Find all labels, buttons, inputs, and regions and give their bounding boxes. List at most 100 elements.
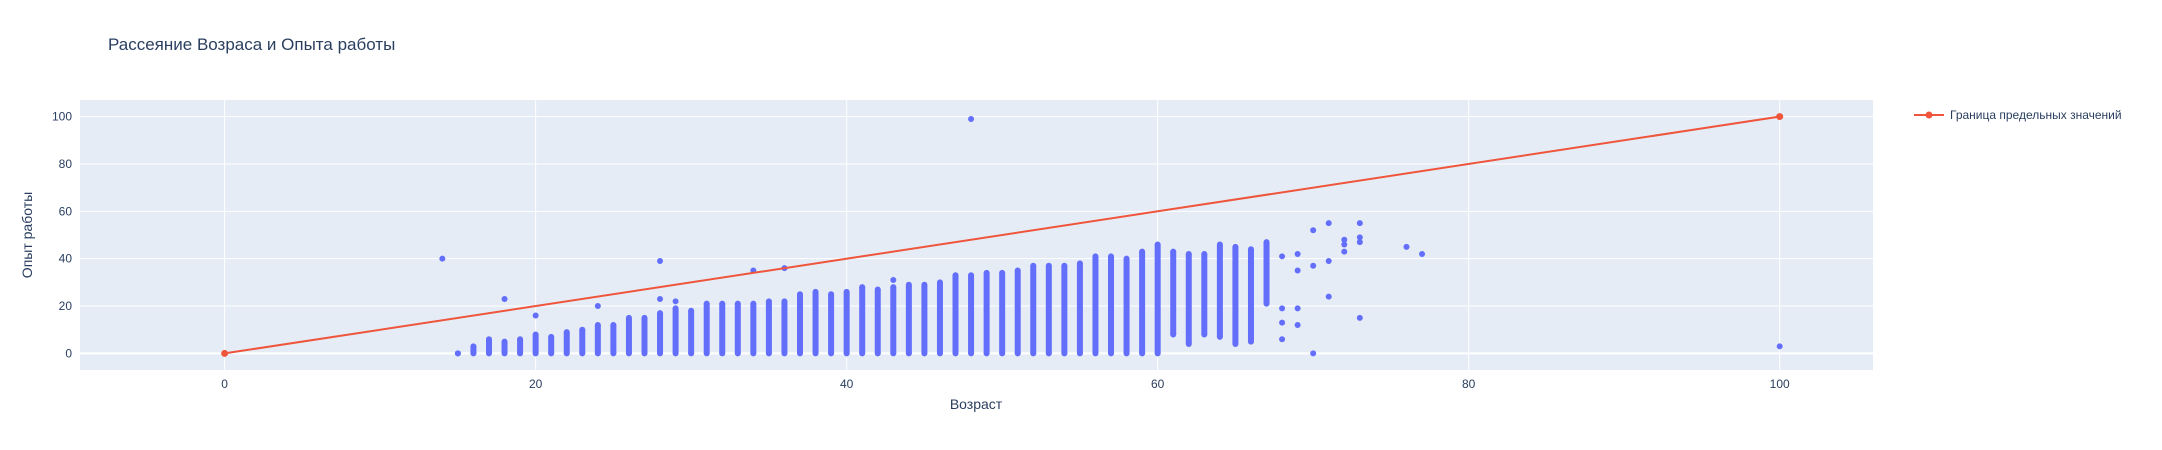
scatter-point [1403, 243, 1410, 250]
legend[interactable]: Граница предельных значений [1914, 108, 2122, 122]
scatter-point [843, 350, 850, 357]
scatter-point [439, 255, 446, 262]
scatter-point [1247, 338, 1254, 345]
scatter-point [532, 312, 539, 319]
scatter-point [1279, 319, 1286, 326]
scatter-point [952, 272, 959, 279]
scatter-point [1776, 343, 1783, 350]
scatter-point [1185, 250, 1192, 257]
x-tick-label: 60 [1151, 377, 1165, 391]
scatter-point [952, 350, 959, 357]
scatter-point [750, 350, 757, 357]
scatter-point [859, 284, 866, 291]
limit-line [224, 115, 1780, 355]
scatter-point [999, 269, 1006, 276]
scatter-point [796, 291, 803, 298]
scatter-point [1419, 250, 1426, 257]
scatter-point [1170, 248, 1177, 255]
scatter-point [532, 350, 539, 357]
y-tick-label: 40 [59, 252, 73, 266]
scatter-point [470, 350, 477, 357]
scatter-point [1108, 350, 1115, 357]
scatter-point [1232, 340, 1239, 347]
scatter-point [1185, 340, 1192, 347]
scatter-point [594, 350, 601, 357]
scatter-point [905, 281, 912, 288]
scatter-point [734, 300, 741, 307]
scatter-point [905, 350, 912, 357]
scatter-points [439, 115, 1783, 357]
scatter-point [734, 350, 741, 357]
scatter-point [890, 350, 897, 357]
scatter-point [936, 279, 943, 286]
scatter-point [1201, 331, 1208, 338]
scatter-point [781, 350, 788, 357]
scatter-point [1325, 220, 1332, 227]
scatter-point [532, 331, 539, 338]
scatter-point [983, 269, 990, 276]
scatter-point [1294, 305, 1301, 312]
plot-area [80, 100, 1873, 370]
y-tick-label: 80 [59, 157, 73, 171]
scatter-point [968, 272, 975, 279]
scatter-point [703, 350, 710, 357]
grid-lines [80, 100, 1873, 370]
scatter-point [1045, 350, 1052, 357]
scatter-point [1263, 300, 1270, 307]
scatter-point [1294, 322, 1301, 328]
scatter-point [765, 350, 772, 357]
scatter-point [1014, 350, 1021, 357]
scatter-point [1092, 253, 1099, 260]
scatter-point [594, 322, 601, 328]
chart-title: Рассеяние Возраса и Опыта работы [108, 35, 395, 54]
scatter-point [843, 288, 850, 295]
scatter-point [1341, 241, 1348, 248]
y-axis-label: Опыт работы [19, 192, 35, 278]
scatter-point [1263, 239, 1270, 246]
y-tick-label: 60 [59, 204, 73, 218]
scatter-point [641, 314, 648, 321]
scatter-point [1341, 236, 1348, 243]
scatter-point [936, 350, 943, 357]
scatter-point [610, 322, 617, 328]
scatter-point [657, 350, 664, 357]
legend-item-label: Граница предельных значений [1950, 108, 2122, 122]
scatter-point [812, 350, 819, 357]
scatter-point [548, 350, 555, 357]
scatter-point [501, 350, 508, 357]
scatter-point [1123, 255, 1130, 262]
scatter-point [501, 338, 508, 345]
scatter-point [1108, 253, 1115, 260]
scatter-point [563, 329, 570, 336]
scatter-point [874, 286, 881, 293]
scatter-point [1263, 295, 1270, 302]
scatter-point [1092, 350, 1099, 357]
scatter-point [968, 115, 975, 122]
scatter-point [781, 298, 788, 305]
scatter-point [548, 333, 555, 340]
legend-marker-swatch [1925, 111, 1933, 119]
scatter-point [1294, 250, 1301, 257]
scatter-point [1076, 260, 1083, 267]
scatter-point [1310, 262, 1317, 269]
scatter-point [1170, 331, 1177, 338]
scatter-point [1279, 253, 1286, 260]
x-tick-label: 80 [1462, 377, 1476, 391]
scatter-point [1154, 241, 1161, 248]
scatter-point [890, 277, 897, 283]
scatter-point [454, 350, 461, 357]
scatter-point [688, 350, 695, 357]
scatter-point [657, 295, 664, 302]
scatter-point [983, 350, 990, 357]
scatter-point [657, 258, 664, 265]
scatter-point [1310, 227, 1317, 234]
scatter-point [1294, 267, 1301, 274]
scatter-point [1154, 350, 1161, 357]
scatter-point [1045, 262, 1052, 269]
scatter-point [657, 310, 664, 317]
scatter-point [485, 336, 492, 343]
scatter-point [1356, 314, 1363, 321]
scatter-point [1341, 248, 1348, 255]
scatter-point [1201, 250, 1208, 257]
